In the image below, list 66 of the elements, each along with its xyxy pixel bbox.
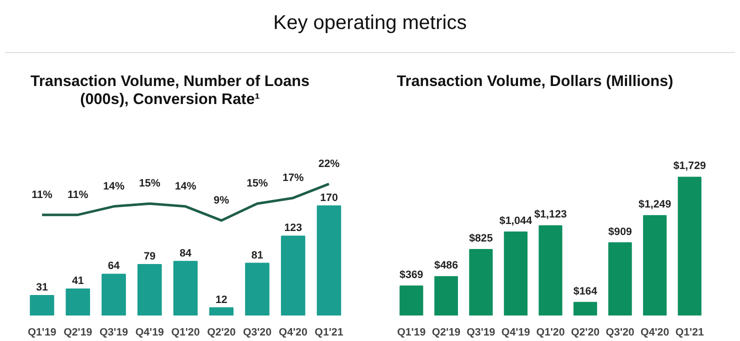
data-label: $486 (434, 260, 458, 272)
bar (316, 205, 342, 316)
x-tick-label: Q1'21 (314, 326, 344, 338)
bar (66, 288, 90, 316)
data-label: $164 (573, 285, 598, 298)
text: Key operating metrics (273, 11, 467, 36)
data-label: $1,044 (499, 215, 532, 228)
x-tick-label: Q4'20 (278, 326, 308, 338)
x-tick-label: Q2'20 (570, 326, 600, 338)
bar (504, 232, 528, 316)
data-label: $1,729 (673, 160, 706, 172)
data-label: 12 (215, 294, 228, 306)
bar (30, 295, 54, 316)
data-label: 11% (68, 188, 89, 201)
data-label: 64 (108, 260, 120, 272)
x-tick-label: Q1'19 (28, 326, 56, 338)
data-label: 41 (72, 275, 84, 288)
data-label: 9% (214, 194, 230, 206)
x-tick-label: Q2'20 (207, 326, 236, 338)
bar (434, 276, 458, 316)
data-label: 81 (251, 249, 264, 262)
data-label: 79 (144, 250, 156, 263)
data-label: 31 (36, 282, 48, 294)
x-tick-label: Q1'21 (675, 326, 704, 338)
bar (173, 260, 198, 316)
x-tick-label: Q3'20 (606, 326, 634, 338)
data-label: 11% (32, 188, 53, 201)
x-tick-label: Q1'20 (536, 326, 565, 338)
bar (608, 242, 632, 316)
bar (209, 307, 234, 316)
bar (678, 176, 702, 316)
data-label: 17% (282, 172, 304, 184)
data-label: $1,249 (638, 198, 672, 211)
bar (102, 274, 126, 316)
bar (643, 215, 667, 316)
data-label: 22% (318, 158, 340, 170)
bar (469, 249, 493, 316)
x-tick-label: Q2'19 (432, 326, 461, 338)
data-label: 14% (174, 180, 197, 192)
chart-title: Transaction Volume, Dollars (Millions) (396, 73, 674, 92)
data-label: $369 (400, 268, 424, 281)
x-tick-label: Q4'19 (135, 326, 164, 338)
data-label: $825 (469, 232, 493, 245)
bar (245, 262, 270, 316)
x-tick-label: Q4'20 (640, 326, 670, 338)
data-label: 15% (246, 178, 268, 190)
x-tick-label: Q3'19 (466, 326, 496, 338)
x-tick-label: Q3'20 (242, 326, 272, 338)
x-tick-label: Q1'19 (397, 326, 426, 338)
data-label: $1,123 (534, 208, 567, 221)
data-label: 84 (180, 247, 192, 260)
data-label: 123 (284, 222, 302, 234)
bar (573, 302, 598, 316)
chart-title: Transaction Volume, Number of Loans (000s), Conversion Rate¹ (29, 73, 311, 110)
x-tick-label: Q1'20 (171, 326, 200, 338)
data-label: 170 (320, 192, 338, 204)
bar (538, 225, 562, 316)
x-tick-label: Q2'19 (64, 326, 92, 338)
bar (280, 236, 306, 316)
data-label: 15% (138, 178, 161, 190)
data-label: 14% (103, 180, 125, 192)
bar (400, 285, 424, 316)
data-label: $909 (608, 226, 632, 238)
x-tick-label: Q3'19 (99, 326, 128, 338)
x-tick-label: Q4'19 (501, 326, 530, 338)
bar (137, 264, 162, 316)
